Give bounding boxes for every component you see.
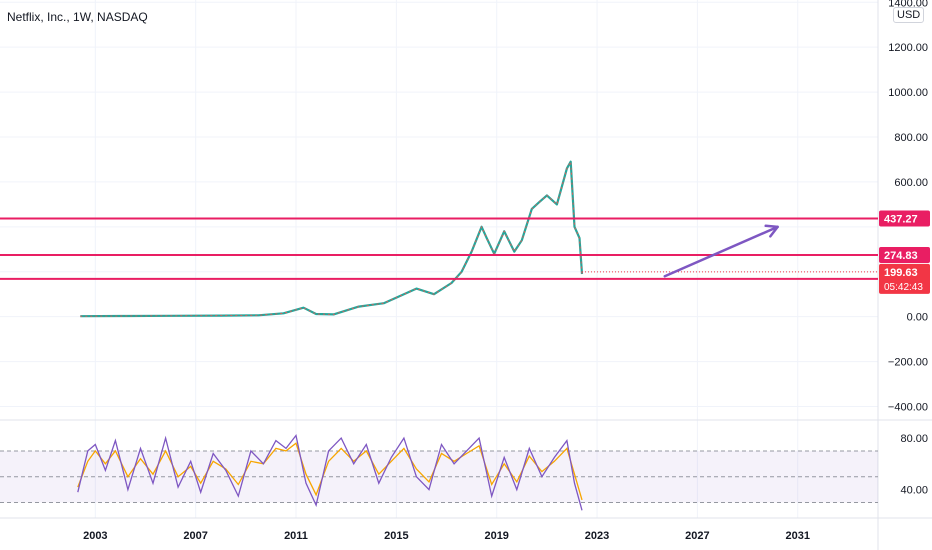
time-tick-label: 2023 bbox=[585, 530, 609, 542]
grid-lines bbox=[0, 0, 878, 518]
rsi-tick-label: 80.00 bbox=[900, 433, 928, 445]
time-tick-label: 2003 bbox=[83, 530, 107, 542]
trend-arrow-head bbox=[764, 224, 779, 238]
currency-label[interactable]: USD bbox=[893, 7, 925, 23]
level-price-label: 437.27 bbox=[884, 213, 918, 225]
price-tick-label: 600.00 bbox=[894, 177, 928, 189]
price-tick-label: 1200.00 bbox=[888, 42, 928, 54]
rsi-tick-label: 40.00 bbox=[900, 485, 928, 497]
time-tick-label: 2027 bbox=[685, 530, 709, 542]
rsi-line bbox=[77, 433, 583, 511]
time-tick-label: 2011 bbox=[284, 530, 308, 542]
chart-title: Netflix, Inc., 1W, NASDAQ bbox=[7, 10, 148, 24]
last-price-label: 199.63 bbox=[884, 267, 918, 279]
price-tick-label: 1000.00 bbox=[888, 87, 928, 99]
time-tick-label: 2007 bbox=[183, 530, 207, 542]
time-tick-label: 2015 bbox=[384, 530, 408, 542]
bar-countdown-label: 05:42:43 bbox=[884, 282, 923, 293]
price-series-candles bbox=[80, 161, 583, 317]
level-price-label: 274.83 bbox=[884, 250, 918, 262]
price-tick-label: 1400.00 bbox=[888, 0, 928, 9]
time-tick-label: 2019 bbox=[484, 530, 508, 542]
price-tick-label: 0.00 bbox=[907, 312, 928, 324]
level-price-tag bbox=[879, 210, 930, 227]
price-tick-label: 800.00 bbox=[894, 132, 928, 144]
time-axis: 2003 2007 2011 2015 2019 2023 2027 2031 bbox=[83, 530, 810, 542]
last-price-tag bbox=[879, 263, 930, 294]
level-price-tag bbox=[879, 246, 930, 263]
time-tick-label: 2031 bbox=[785, 530, 809, 542]
price-tick-label: −200.00 bbox=[888, 357, 928, 369]
rsi-pane: 80.00 40.00 bbox=[0, 433, 928, 511]
price-axis: 1400.00 1200.00 1000.00 800.00 600.00 0.00 −20… bbox=[888, 0, 928, 414]
trend-arrow-shaft bbox=[663, 225, 779, 278]
price-series-line bbox=[80, 160, 584, 318]
price-tick-label: −400.00 bbox=[888, 402, 928, 414]
